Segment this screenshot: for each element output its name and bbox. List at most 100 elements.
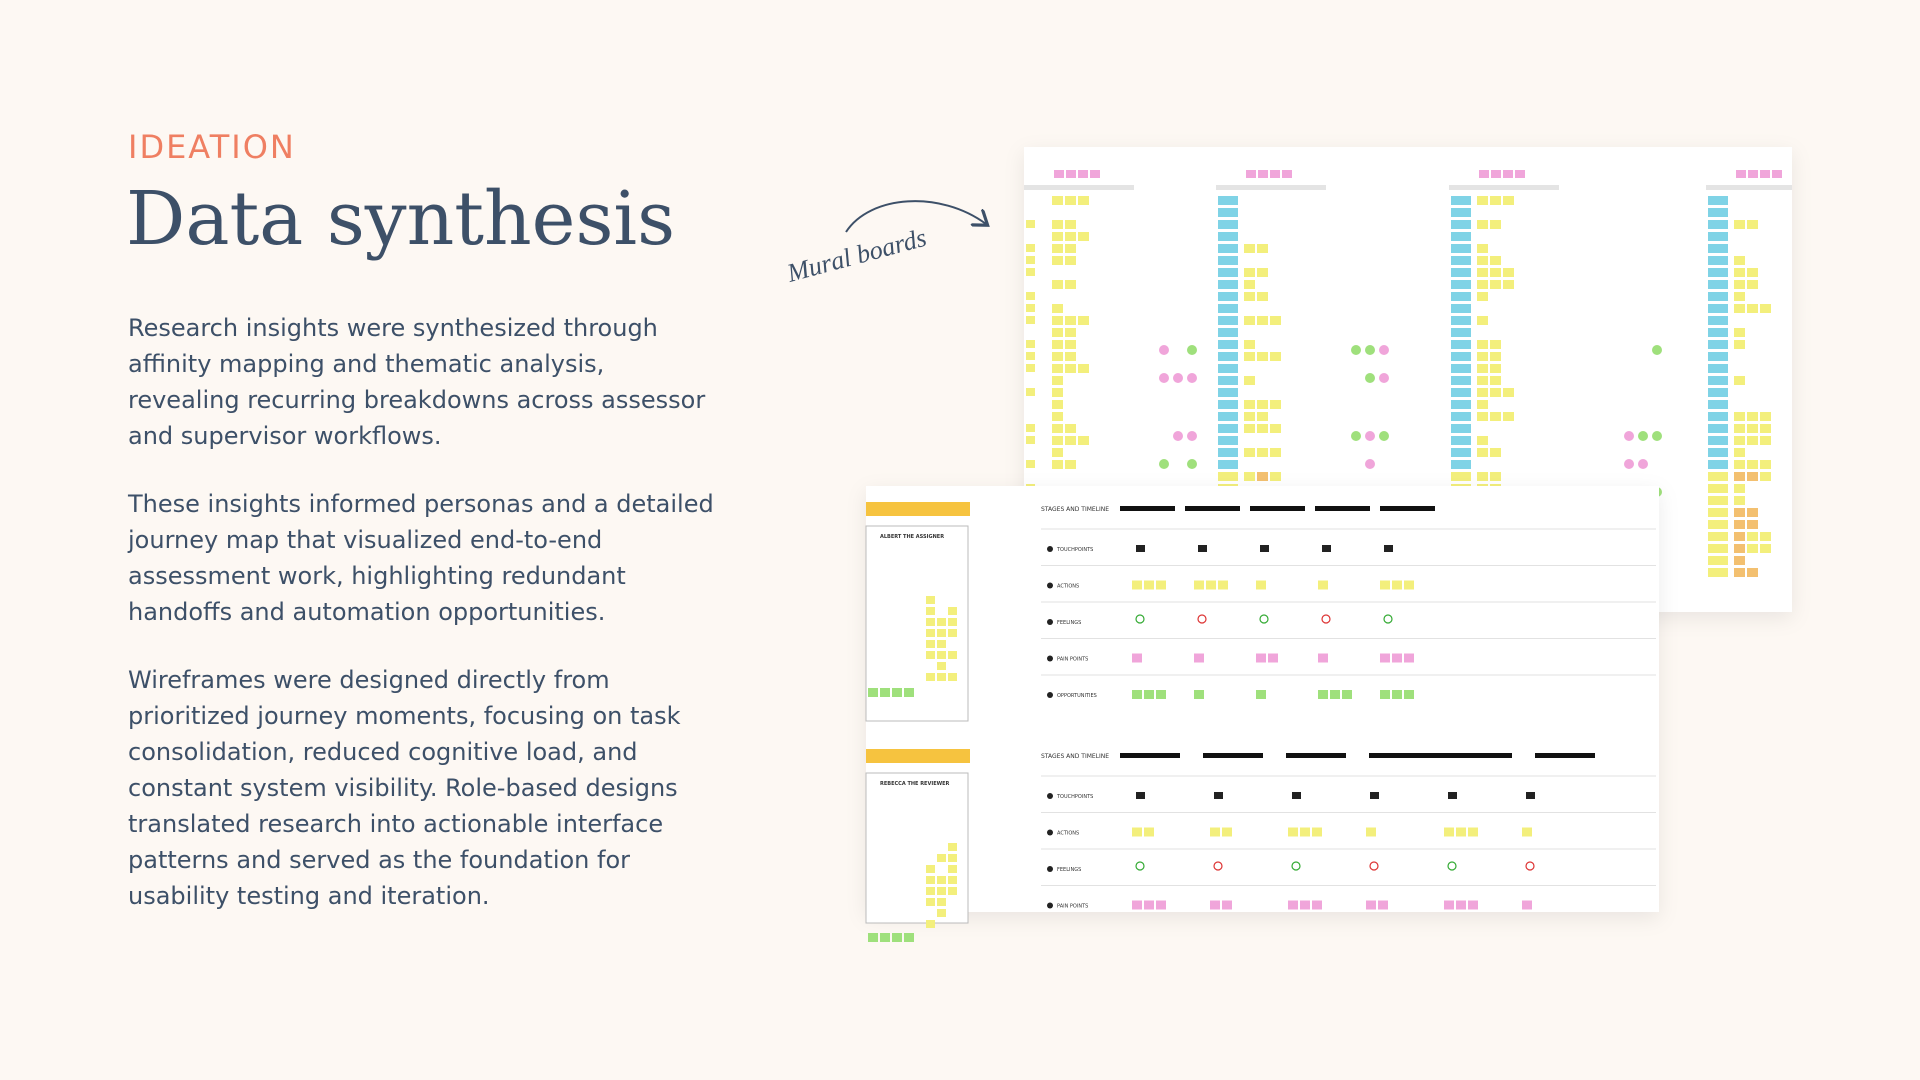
sticky: [948, 618, 957, 626]
sticky: [1026, 304, 1035, 312]
sticky: [1318, 653, 1328, 663]
sticky: [1256, 690, 1266, 699]
touchpoint: [1136, 545, 1145, 552]
feeling: [1135, 861, 1145, 871]
touchpoint: [1448, 792, 1457, 799]
sticky: [1747, 460, 1758, 469]
sticky: [1090, 170, 1100, 178]
persona-bar: [866, 502, 970, 516]
sticky: [948, 843, 957, 851]
sticky: [1734, 496, 1745, 505]
sticky: [1451, 268, 1471, 277]
sticky: [1747, 424, 1758, 433]
touchpoint: [1526, 792, 1535, 799]
sticky: [1052, 352, 1063, 361]
sticky: [1748, 170, 1758, 178]
sticky: [1477, 436, 1488, 445]
title: Data synthesis: [126, 176, 676, 262]
sticky: [1451, 256, 1471, 265]
sticky: [1026, 388, 1035, 396]
sticky: [1218, 292, 1238, 301]
sticky: [1477, 364, 1488, 373]
sticky-dot: [1638, 431, 1648, 441]
persona-bar: [866, 749, 970, 763]
sticky: [1490, 472, 1501, 481]
sticky: [1218, 196, 1238, 205]
sticky: [1218, 364, 1238, 373]
sticky: [1490, 448, 1501, 457]
sticky: [1270, 424, 1281, 433]
sticky: [1244, 472, 1255, 481]
stage-bar: [1369, 753, 1469, 758]
sticky: [1490, 268, 1501, 277]
sticky-dot: [1365, 345, 1375, 355]
row-label: PAIN POINTS: [1057, 657, 1088, 663]
sticky: [1747, 268, 1758, 277]
sticky: [1218, 352, 1238, 361]
sticky: [1288, 900, 1298, 910]
sticky: [880, 688, 890, 697]
stages-label: STAGES AND TIMELINE: [1041, 506, 1109, 513]
sticky: [1218, 376, 1238, 385]
sticky: [1052, 400, 1063, 409]
sticky: [1451, 328, 1471, 337]
sticky: [937, 662, 946, 670]
stage-bar: [1203, 753, 1263, 758]
sticky: [1708, 412, 1728, 421]
sticky: [1708, 256, 1728, 265]
sticky: [1734, 328, 1745, 337]
sticky: [1132, 900, 1142, 910]
sticky: [1222, 900, 1232, 910]
sticky: [1760, 412, 1771, 421]
sticky: [1380, 653, 1390, 663]
sticky-dot: [1379, 373, 1389, 383]
touchpoint: [1292, 792, 1301, 799]
sticky: [1490, 376, 1501, 385]
sticky: [1734, 472, 1745, 481]
sticky: [1244, 412, 1255, 421]
sticky: [1708, 496, 1728, 505]
sticky: [1392, 580, 1402, 590]
sticky: [1244, 280, 1255, 289]
sticky: [1708, 448, 1728, 457]
sticky: [1257, 424, 1268, 433]
sticky: [1760, 532, 1771, 541]
sticky: [1052, 232, 1063, 241]
sticky: [1288, 827, 1298, 837]
sticky: [1206, 580, 1216, 590]
sticky: [1451, 448, 1471, 457]
sticky: [926, 865, 935, 873]
row-icon: [1047, 546, 1053, 552]
touchpoint: [1370, 792, 1379, 799]
sticky: [1503, 280, 1514, 289]
row-label: TOUCHPOINTS: [1056, 794, 1093, 800]
sticky: [1270, 448, 1281, 457]
sticky: [937, 909, 946, 917]
sticky: [1218, 424, 1238, 433]
sticky: [1451, 208, 1471, 217]
sticky: [1747, 472, 1758, 481]
sticky: [937, 854, 946, 862]
sticky: [1708, 316, 1728, 325]
sticky: [1490, 388, 1501, 397]
sticky: [1451, 244, 1471, 253]
sticky: [1300, 827, 1310, 837]
sticky: [1444, 900, 1454, 910]
sticky: [1026, 316, 1035, 324]
row-label: PAIN POINTS: [1057, 904, 1088, 910]
sticky: [926, 629, 935, 637]
sticky: [1052, 280, 1063, 289]
stage-bar: [1250, 506, 1305, 511]
sticky-dot: [1351, 345, 1361, 355]
sticky-dot: [1187, 373, 1197, 383]
sticky: [1451, 304, 1471, 313]
sticky: [1052, 424, 1063, 433]
sticky: [1268, 653, 1278, 663]
sticky: [1404, 580, 1414, 590]
sticky: [1734, 256, 1745, 265]
sticky: [1052, 220, 1063, 229]
sticky: [1468, 827, 1478, 837]
sticky-dot: [1638, 459, 1648, 469]
sticky: [1708, 232, 1728, 241]
sticky: [948, 876, 957, 884]
